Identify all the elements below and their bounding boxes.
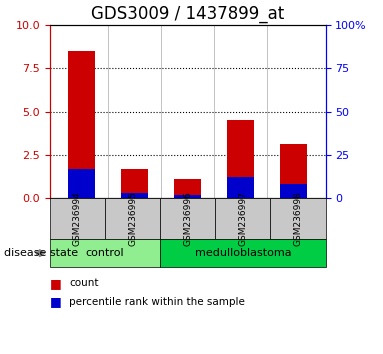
Bar [280,144,307,198]
Bar [68,51,95,198]
Bar [121,169,148,198]
Bar [174,179,201,198]
Text: GSM236994: GSM236994 [73,191,82,246]
Text: control: control [86,248,124,258]
Bar [174,195,201,198]
Bar [228,120,254,198]
Bar [68,169,95,198]
Bar [280,184,307,198]
Text: GSM236998: GSM236998 [293,191,303,246]
Text: ■: ■ [50,295,62,308]
Bar [121,193,148,198]
Title: GDS3009 / 1437899_at: GDS3009 / 1437899_at [91,6,284,23]
Text: percentile rank within the sample: percentile rank within the sample [69,297,245,307]
Text: GSM236996: GSM236996 [183,191,192,246]
Text: count: count [69,278,98,288]
Text: GSM236997: GSM236997 [238,191,247,246]
Text: disease state: disease state [4,248,78,258]
Bar [228,177,254,198]
Text: ■: ■ [50,277,62,290]
Text: GSM236995: GSM236995 [128,191,137,246]
Text: medulloblastoma: medulloblastoma [195,248,291,258]
